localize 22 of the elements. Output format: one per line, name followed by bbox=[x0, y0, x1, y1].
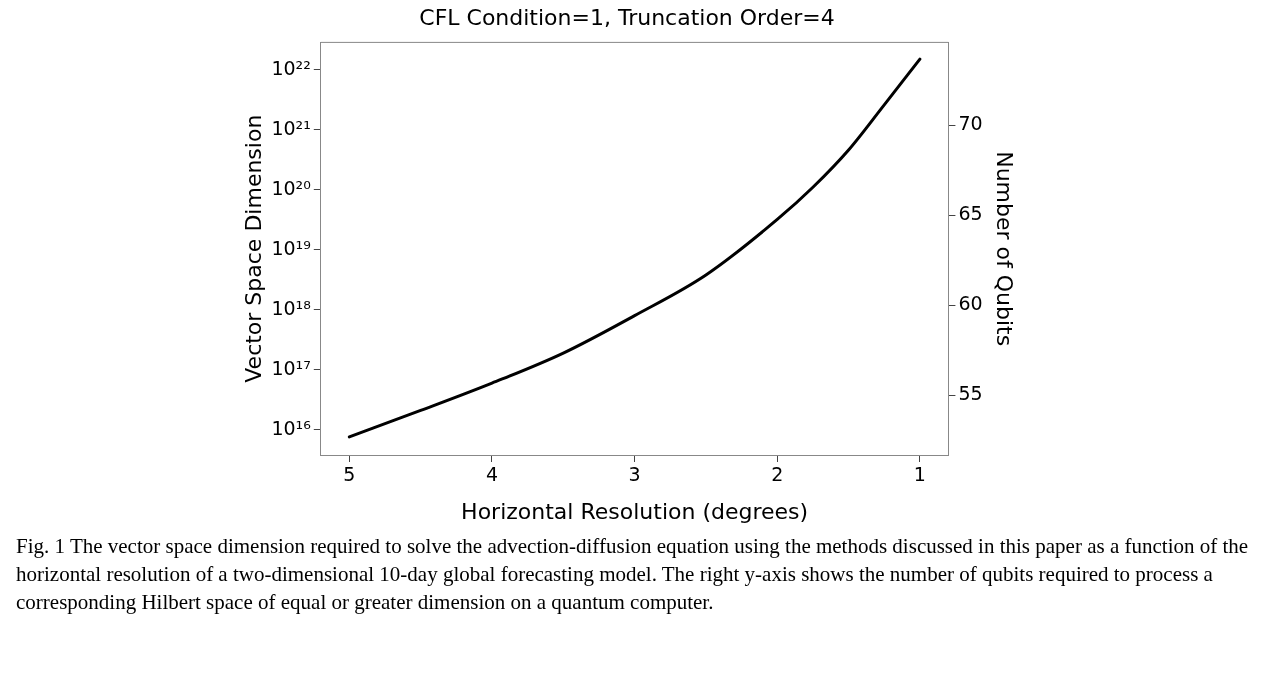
x-tick-label: 3 bbox=[628, 463, 641, 486]
x-tick-label: 5 bbox=[343, 463, 356, 486]
chart-title: CFL Condition=1, Truncation Order=4 bbox=[419, 4, 835, 30]
y-tick-label: 10¹⁷ bbox=[271, 356, 311, 379]
y2-tick-label: 60 bbox=[958, 292, 983, 315]
y-tick-label: 10²⁰ bbox=[271, 176, 311, 199]
x-tick-label: 1 bbox=[913, 463, 926, 486]
y-tick-label: 10¹⁸ bbox=[271, 296, 311, 319]
x-axis-title: Horizontal Resolution (degrees) bbox=[461, 498, 809, 524]
y-tick-label: 10²¹ bbox=[271, 116, 311, 139]
y-axis-title: Vector Space Dimension bbox=[240, 114, 266, 383]
y-tick-label: 10¹⁹ bbox=[271, 236, 311, 259]
x-tick-label: 4 bbox=[485, 463, 499, 486]
y2-tick-label: 65 bbox=[958, 202, 983, 225]
x-tick-label: 2 bbox=[771, 463, 784, 486]
y-tick-label: 10¹⁶ bbox=[271, 416, 311, 439]
line-series bbox=[347, 57, 922, 439]
y2-tick-label: 70 bbox=[958, 112, 983, 135]
y2-axis-title: Number of Qubits bbox=[992, 151, 1018, 347]
y2-tick-label: 55 bbox=[958, 382, 983, 405]
y-tick-label: 10²² bbox=[271, 56, 311, 79]
caption: Fig. 1 The vector space dimension required to solve the advection-diffusion equation using the methods discussed in this paper as a function of the horizontal resolution of a two-dimensional 10-day global forecasting model. The right y-axis shows the number of qubits required to process a corresponding Hilbert space of equal or greater dimension on a quantum computer. bbox=[16, 533, 1250, 616]
